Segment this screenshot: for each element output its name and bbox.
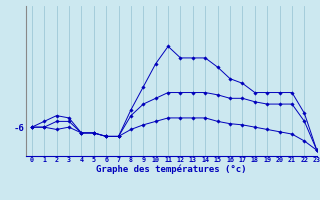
X-axis label: Graphe des températures (°c): Graphe des températures (°c) xyxy=(96,164,246,174)
